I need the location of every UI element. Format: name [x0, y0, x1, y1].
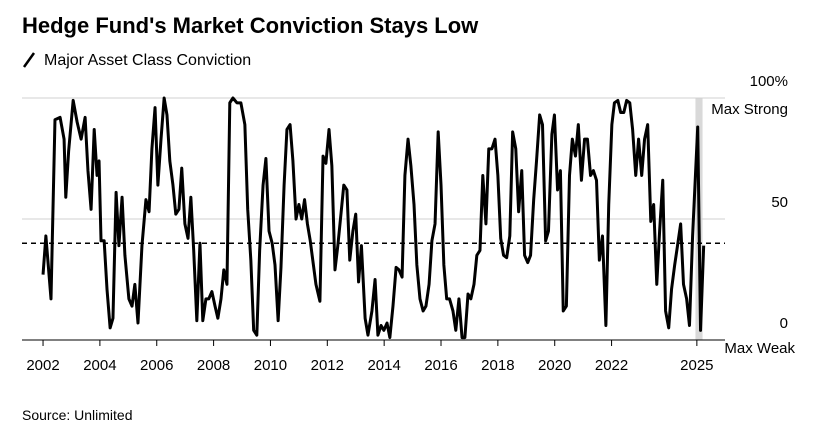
y-tick-label: 50 [771, 194, 788, 211]
annotation: Max Strong [711, 101, 788, 118]
x-tick-label: 2016 [424, 357, 457, 374]
legend-label: Major Asset Class Conviction [44, 52, 251, 69]
line-series [41, 96, 706, 340]
x-tick-label: 2022 [595, 357, 628, 374]
x-tick-label: 2004 [83, 357, 116, 374]
x-tick-label: 2006 [140, 357, 173, 374]
chart-title: Hedge Fund's Market Conviction Stays Low [22, 13, 479, 38]
source: Source: Unlimited [22, 407, 133, 423]
x-tick-label: 2008 [197, 357, 230, 374]
x-tick-label: 2025 [680, 357, 713, 374]
annotation: Max Weak [724, 340, 795, 357]
x-tick-label: 2010 [254, 357, 287, 374]
y-tick-label: 100% [750, 73, 788, 90]
y-tick-label: 0 [780, 315, 788, 332]
x-tick-label: 2012 [311, 357, 344, 374]
x-tick-label: 2002 [26, 357, 59, 374]
x-tick-label: 2020 [538, 357, 571, 374]
x-tick-label: 2014 [367, 357, 400, 374]
legend-icon [22, 52, 36, 68]
x-tick-label: 2018 [481, 357, 514, 374]
